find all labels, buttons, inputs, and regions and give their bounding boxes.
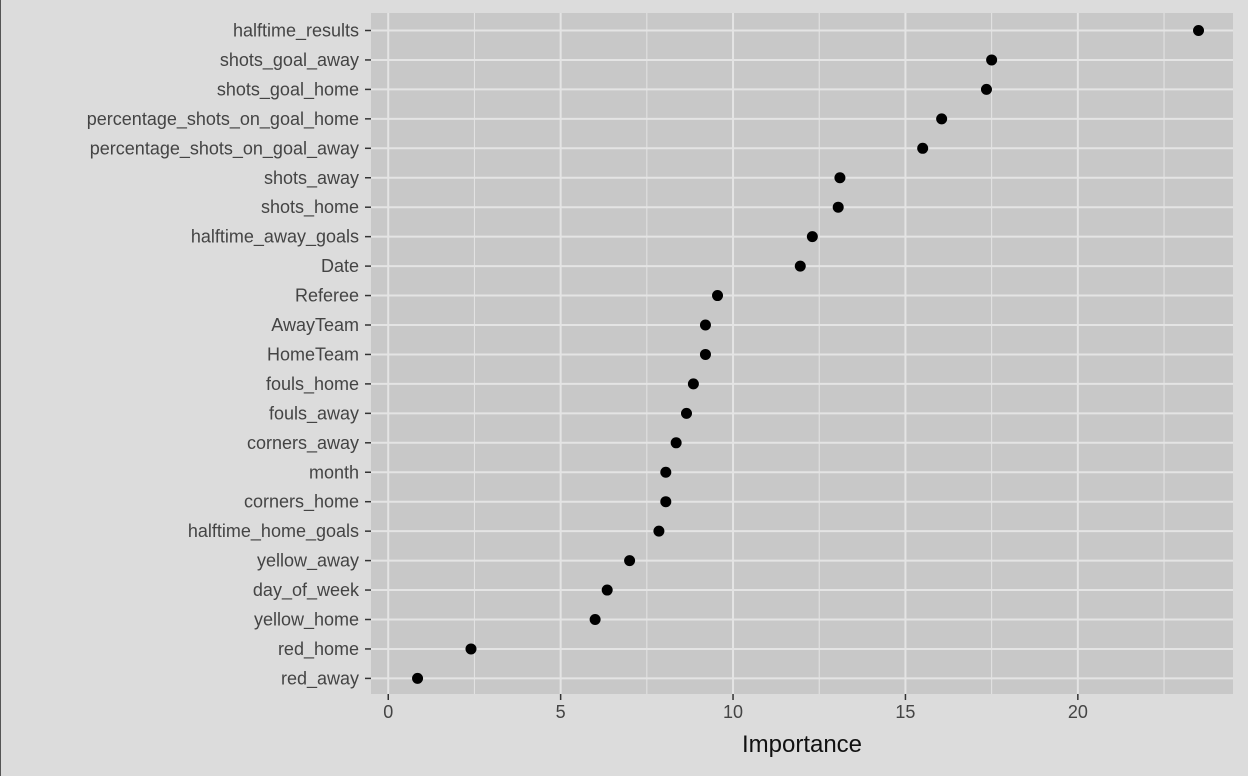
y-tick-label: day_of_week (253, 580, 360, 601)
y-tick-label: AwayTeam (271, 315, 359, 335)
data-point (917, 142, 929, 154)
data-point (653, 525, 665, 537)
data-point (834, 172, 846, 184)
x-axis: 0 5 10 15 20 (383, 694, 1088, 722)
y-axis: halftime_results shots_goal_away shots_goa… (87, 21, 371, 689)
data-point (936, 113, 948, 125)
y-tick-label: shots_home (261, 197, 359, 218)
x-tick-label: 0 (383, 702, 393, 722)
data-points (412, 25, 1205, 684)
y-tick-label: corners_away (247, 433, 359, 454)
data-point (699, 348, 711, 360)
y-tick-label: percentage_shots_on_goal_away (90, 138, 359, 159)
gridlines (371, 13, 1233, 694)
x-tick-label: 15 (895, 702, 915, 722)
y-tick-label: halftime_results (233, 21, 359, 42)
y-tick-label: HomeTeam (267, 344, 359, 364)
x-tick-label: 20 (1068, 702, 1088, 722)
data-point (712, 290, 724, 302)
data-point (601, 584, 613, 596)
data-point (806, 231, 818, 243)
data-point (687, 378, 699, 390)
y-tick-label: shots_goal_home (217, 79, 359, 100)
data-point (589, 614, 601, 625)
y-tick-label: corners_home (244, 492, 359, 513)
y-tick-label: fouls_home (266, 374, 359, 395)
y-tick-label: shots_away (264, 168, 359, 189)
y-tick-label: percentage_shots_on_goal_home (87, 109, 359, 130)
y-tick-label: yellow_home (254, 610, 359, 631)
data-point (660, 496, 672, 508)
y-tick-label: halftime_away_goals (191, 227, 359, 248)
data-point (465, 643, 477, 655)
x-tick-label: 5 (556, 702, 566, 722)
y-tick-label: Date (321, 256, 359, 276)
x-tick-label: 10 (723, 702, 743, 722)
data-point (670, 437, 682, 449)
left-border-line (0, 0, 1, 776)
data-point (624, 555, 636, 567)
data-point (699, 319, 711, 331)
data-point (986, 54, 998, 66)
y-tick-label: fouls_away (269, 403, 359, 424)
data-point (980, 83, 992, 95)
data-point (680, 407, 692, 419)
y-tick-label: red_away (281, 668, 359, 689)
data-point (794, 260, 806, 272)
data-point (412, 672, 424, 684)
y-tick-label: Referee (295, 286, 359, 306)
y-tick-label: halftime_home_goals (188, 521, 359, 542)
y-tick-label: shots_goal_away (220, 50, 359, 71)
y-tick-label: red_home (278, 639, 359, 660)
y-tick-label: month (309, 462, 359, 482)
data-point (832, 201, 844, 213)
x-axis-title: Importance (742, 731, 862, 758)
data-point (1193, 25, 1205, 36)
y-tick-label: yellow_away (257, 551, 359, 572)
data-point (660, 466, 672, 478)
